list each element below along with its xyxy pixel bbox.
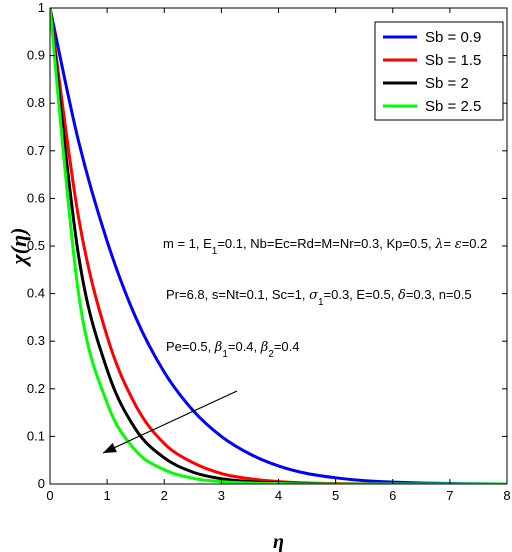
y-tick-label: 0.2 [27, 381, 45, 396]
y-tick-label: 0.3 [27, 333, 45, 348]
legend-label-3: Sb = 2 [425, 75, 469, 92]
legend-label-4: Sb = 2.5 [425, 98, 481, 115]
x-tick-label: 8 [503, 488, 510, 503]
x-tick-label: 0 [46, 488, 53, 503]
y-axis-label: χ(η) [6, 228, 31, 268]
trend-arrow-head [103, 443, 117, 453]
y-tick-label: 0.8 [27, 95, 45, 110]
x-tick-label: 3 [218, 488, 225, 503]
y-tick-label: 1 [38, 0, 45, 15]
annotation-params1: m = 1, E1=0.1, Nb=Ec=Rd=M=Nr=0.3, Kp=0.5… [163, 236, 487, 257]
y-tick-label: 0.1 [27, 428, 45, 443]
x-axis-label: η [273, 531, 284, 552]
x-tick-label: 1 [104, 488, 111, 503]
x-tick-label: 7 [446, 488, 453, 503]
legend-label-1: Sb = 0.9 [425, 29, 481, 46]
trend-arrow-shaft [102, 390, 238, 454]
y-tick-label: 0.9 [27, 48, 45, 63]
y-tick-label: 0.4 [27, 286, 45, 301]
y-tick-label: 0.5 [27, 238, 45, 253]
x-tick-label: 6 [389, 488, 396, 503]
x-tick-label: 4 [275, 488, 282, 503]
y-tick-label: 0.7 [27, 143, 45, 158]
y-tick-label: 0.6 [27, 190, 45, 205]
y-tick-label: 0 [38, 476, 45, 491]
x-tick-label: 2 [161, 488, 168, 503]
legend-label-2: Sb = 1.5 [425, 52, 481, 69]
annotation-params2: Pr=6.8, s=Nt=0.1, Sc=1, σ1=0.3, E=0.5, δ… [166, 287, 472, 308]
annotation-params3: Pe=0.5, β1=0.4, β2=0.4 [166, 339, 300, 360]
x-tick-label: 5 [332, 488, 339, 503]
